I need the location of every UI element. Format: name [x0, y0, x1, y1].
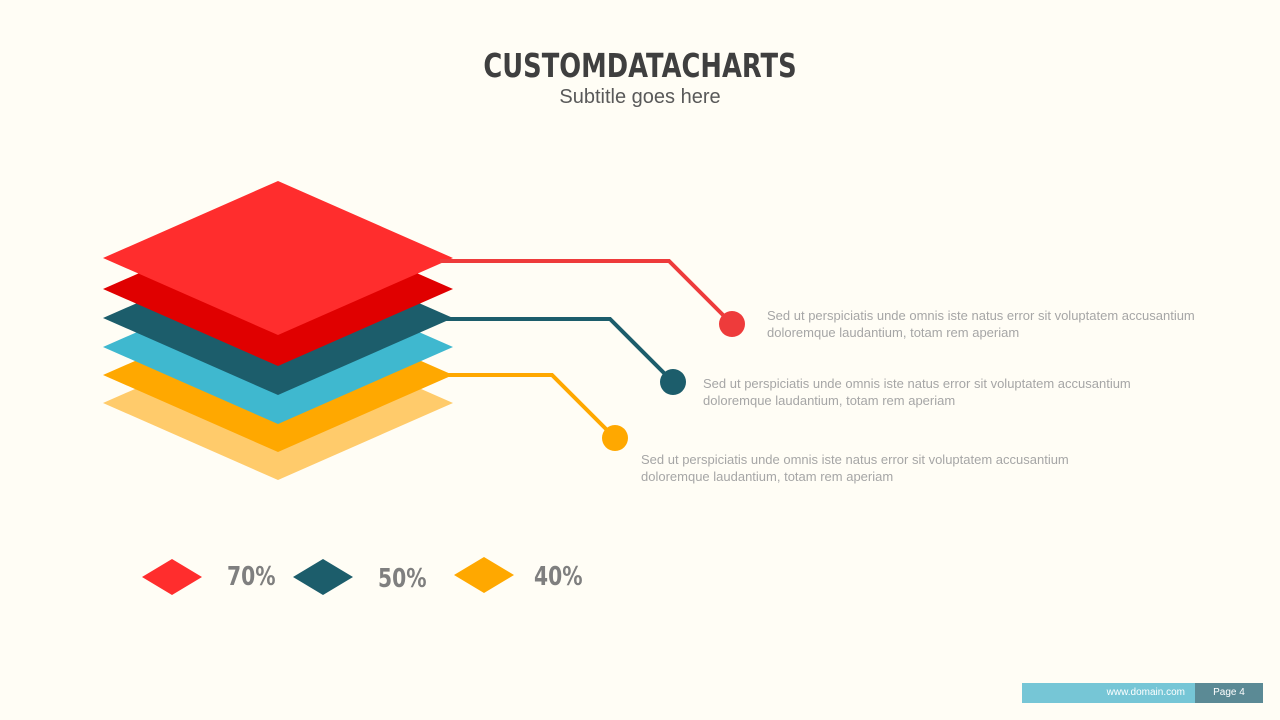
connector-line-2 — [440, 317, 671, 380]
layer-1 — [103, 181, 453, 335]
callout-text-3-line1: Sed ut perspiciatis unde omnis iste natu… — [641, 452, 1069, 467]
callout-text-2-line2: doloremque laudantium, totam rem aperiam — [703, 393, 956, 408]
page-title: CUSTOMDATACHARTS — [483, 46, 797, 85]
legend-diamond-2 — [293, 559, 353, 595]
legend-diamond-1 — [142, 559, 202, 595]
callout-text-3: Sed ut perspiciatis unde omnis iste natu… — [641, 451, 1111, 485]
connector-dot-1 — [719, 311, 745, 337]
connector-line-3 — [440, 373, 612, 435]
connector-dot-2 — [660, 369, 686, 395]
callout-text-2: Sed ut perspiciatis unde omnis iste natu… — [703, 375, 1173, 409]
connector-dot-3 — [602, 425, 628, 451]
callout-text-1-line1: Sed ut perspiciatis unde omnis iste natu… — [767, 308, 1195, 323]
callout-text-3-line2: doloremque laudantium, totam rem aperiam — [641, 469, 894, 484]
legend-value-1: 70% — [227, 562, 276, 592]
footer-page-number: Page 4 — [1195, 683, 1263, 703]
connector-line-1 — [440, 259, 730, 322]
footer-url[interactable]: www.domain.com — [1022, 683, 1195, 703]
legend-value-2: 50% — [378, 564, 427, 594]
callout-text-2-line1: Sed ut perspiciatis unde omnis iste natu… — [703, 376, 1131, 391]
callout-text-1-line2: doloremque laudantium, totam rem aperiam — [767, 325, 1020, 340]
callout-text-1: Sed ut perspiciatis unde omnis iste natu… — [767, 307, 1237, 341]
legend-diamond-3 — [454, 557, 514, 593]
page-subtitle: Subtitle goes here — [559, 86, 721, 108]
legend-value-3: 40% — [534, 562, 583, 592]
